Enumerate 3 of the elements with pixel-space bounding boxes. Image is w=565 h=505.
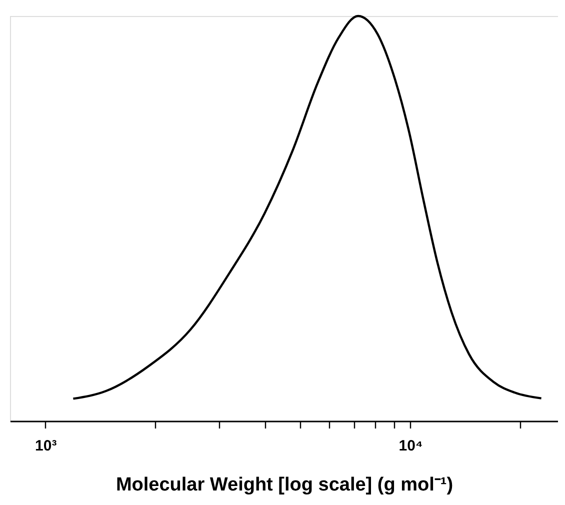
x-tick-label: 10⁴ bbox=[398, 438, 423, 454]
x-tick-label: 10³ bbox=[35, 438, 57, 454]
x-axis-title: Molecular Weight [log scale] (g mol⁻¹) bbox=[116, 474, 454, 496]
